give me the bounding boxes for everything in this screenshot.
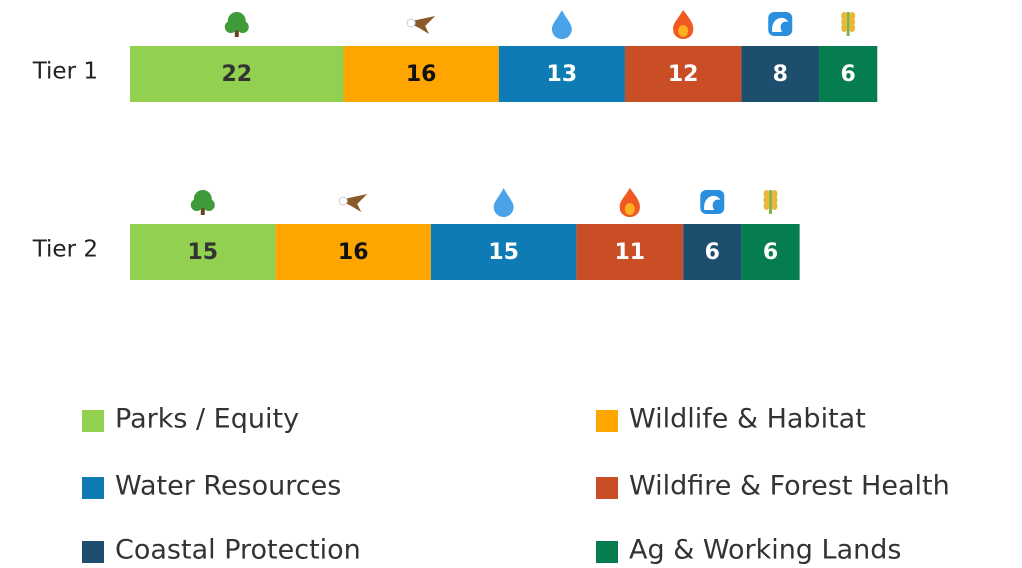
icon-part [704, 195, 721, 210]
segment-icon [406, 16, 436, 34]
icon-part [849, 24, 856, 32]
bar-segment [683, 224, 742, 280]
icon-part [841, 18, 848, 26]
legend-swatch [596, 410, 618, 432]
value-label: 16 [406, 62, 437, 87]
segment-icon [768, 12, 793, 36]
legend-label: Parks / Equity [115, 404, 299, 435]
icon-part [406, 18, 416, 28]
segment-icon [763, 190, 778, 214]
value-label: 13 [547, 62, 578, 87]
category-label: Tier 2 [32, 237, 98, 263]
segment-icon [673, 10, 694, 39]
legend-label: Ag & Working Lands [629, 535, 901, 566]
segment-icon [224, 12, 249, 37]
icon-part [763, 196, 770, 204]
segment-icon [619, 188, 640, 217]
icon-part [200, 206, 205, 215]
legend-swatch [596, 477, 618, 499]
legend-swatch [596, 541, 618, 563]
icon-part [771, 202, 778, 210]
icon-part [763, 202, 770, 210]
icon-part [619, 188, 640, 217]
segment-icon [551, 10, 572, 39]
bar-segment [819, 46, 878, 102]
bar-segment [130, 224, 276, 280]
bar-segment [343, 46, 499, 102]
icon-part [771, 190, 778, 198]
legend-swatch [82, 477, 104, 499]
value-label: 22 [221, 62, 252, 87]
value-label: 6 [705, 240, 720, 265]
value-label: 15 [187, 240, 218, 265]
icon-part [338, 196, 348, 206]
icon-part [771, 196, 778, 204]
bar-segment [741, 224, 800, 280]
value-label: 6 [763, 240, 778, 265]
icon-part [551, 10, 572, 39]
icon-part [190, 199, 203, 211]
icon-part [849, 18, 856, 26]
legend-swatch [82, 541, 104, 563]
legend-label: Wildfire & Forest Health [629, 471, 950, 502]
bar-segment [498, 46, 625, 102]
icon-part [224, 21, 237, 33]
segment-icon [700, 190, 725, 214]
bar-segment [275, 224, 431, 280]
icon-part [234, 28, 239, 37]
value-label: 8 [773, 62, 788, 87]
segment-icon [493, 188, 514, 218]
bar-segment [130, 46, 344, 102]
bar-segment [741, 46, 820, 102]
segment-icon [190, 190, 215, 215]
segment-icon [841, 12, 856, 36]
icon-part [763, 190, 770, 198]
bar-segment [430, 224, 577, 280]
value-label: 15 [488, 240, 519, 265]
icon-part [841, 12, 848, 20]
category-label: Tier 1 [32, 59, 98, 85]
legend-label: Wildlife & Habitat [629, 404, 866, 435]
legend-label: Water Resources [115, 471, 341, 502]
value-label: 6 [841, 62, 856, 87]
legend-swatch [82, 410, 104, 432]
icon-part [236, 21, 249, 33]
value-label: 16 [338, 240, 369, 265]
icon-part [202, 199, 215, 211]
icon-part [841, 24, 848, 32]
icon-part [624, 203, 635, 215]
segment-icon [338, 194, 368, 212]
icon-part [673, 10, 694, 39]
legend-label: Coastal Protection [115, 535, 361, 566]
icon-part [493, 188, 514, 218]
bar-segment [576, 224, 684, 280]
icon-part [849, 12, 856, 20]
value-label: 12 [668, 62, 699, 87]
bar-segment [624, 46, 742, 102]
value-label: 11 [614, 240, 645, 265]
icon-part [772, 17, 789, 32]
icon-part [678, 25, 689, 37]
